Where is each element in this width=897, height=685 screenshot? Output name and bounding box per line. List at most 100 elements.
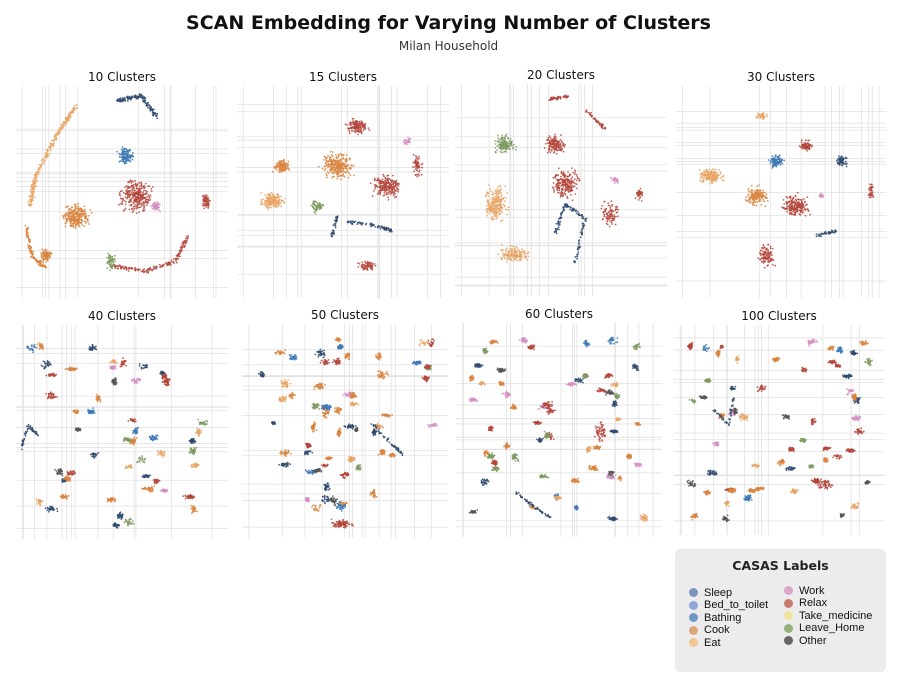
scatter-point [545, 142, 547, 145]
scatter-point [558, 147, 561, 150]
scatter-point [574, 193, 577, 195]
scatter-point [512, 260, 515, 262]
scatter-point [33, 184, 36, 186]
scatter-point [755, 189, 757, 192]
scatter-point [207, 205, 210, 208]
scatter-point [267, 203, 270, 205]
scatter-point [127, 98, 129, 101]
scatter-point [150, 205, 153, 207]
scatter-point [559, 213, 562, 216]
scatter-point [762, 191, 765, 194]
scatter-point [750, 191, 753, 194]
scatter-point [799, 199, 802, 201]
grid-lines [237, 86, 449, 298]
scatter-point [602, 211, 605, 213]
scatter-point [141, 94, 143, 97]
scatter-point [175, 261, 178, 264]
scatter-point [376, 186, 379, 188]
scatter-point [155, 266, 158, 269]
scatter-point [40, 163, 42, 166]
scatter-point [139, 268, 141, 271]
scatter-point [616, 179, 619, 182]
scatter-point [151, 269, 154, 272]
scatter-point [561, 189, 563, 191]
scatter-point [33, 185, 36, 188]
scatter-point [45, 156, 48, 159]
scatter-point [83, 205, 85, 208]
scatter-point [605, 207, 608, 210]
scatter-point [263, 200, 266, 202]
scatter-point [801, 212, 804, 214]
scatter-point [752, 203, 754, 206]
scatter-point [126, 197, 129, 200]
scatter-point [570, 181, 573, 184]
scatter-point [186, 238, 189, 240]
scatter-point [54, 136, 57, 139]
scatter-point [325, 176, 328, 179]
scatter-point [611, 219, 613, 222]
scatter-point [186, 236, 189, 239]
scatter-point [496, 134, 499, 136]
scatter-point [138, 206, 141, 209]
scatter-point [116, 265, 119, 267]
scatter-point [560, 184, 563, 187]
scatter-point [330, 235, 333, 238]
scatter-point [783, 203, 786, 205]
scatter-point [489, 190, 492, 192]
scatter-point [364, 260, 366, 263]
scatter-point [520, 251, 523, 254]
scatter-point [347, 221, 350, 224]
scatter-point [719, 177, 722, 179]
scatter-point [282, 160, 285, 163]
scatter-point [135, 212, 138, 215]
scatter-point [586, 111, 588, 113]
scatter-point [750, 194, 753, 197]
scatter-point [547, 137, 550, 139]
scatter-point [704, 169, 707, 172]
scatter-point [329, 169, 332, 172]
scatter-point [563, 209, 566, 211]
scatter-point [715, 176, 718, 179]
scatter-point [509, 245, 512, 247]
scatter-point [791, 206, 794, 208]
scatter-point [106, 256, 109, 259]
scatter-point [346, 167, 348, 170]
scatter-point [711, 182, 714, 184]
scatter-point [576, 247, 579, 250]
scatter-point [756, 201, 758, 203]
scatter-point [118, 156, 121, 158]
scatter-point [349, 157, 351, 160]
scatter-point [378, 186, 381, 188]
scatter-point [710, 170, 713, 172]
scatter-point [559, 145, 562, 148]
scatter-point [387, 189, 389, 192]
scatter-point [130, 204, 132, 207]
scatter-point [126, 151, 129, 153]
panel-title: 20 Clusters [527, 68, 595, 82]
scatter-point [572, 171, 574, 174]
scatter-point [501, 248, 503, 251]
scatter-point [758, 192, 761, 195]
scatter-point [66, 219, 69, 221]
scatter-point [506, 146, 509, 149]
scatter-point [368, 129, 371, 131]
scatter-point [33, 178, 36, 181]
scatter-point [385, 192, 388, 194]
scatter-point [126, 100, 129, 102]
scatter-point [286, 163, 289, 165]
scatter-point [783, 207, 786, 209]
scatter-point [389, 190, 392, 193]
scatter-point [556, 141, 559, 144]
scatter-point [278, 199, 280, 202]
scatter-point [64, 225, 67, 228]
scatter-point [84, 220, 86, 223]
scatter-point [47, 252, 49, 255]
scatter-point [46, 256, 48, 259]
scatter-point [134, 204, 136, 206]
scatter-point [371, 195, 374, 197]
scatter-point [785, 207, 788, 210]
scatter-point [75, 211, 77, 214]
scatter-point [72, 222, 75, 225]
scatter-point [124, 96, 126, 99]
scatter-point [146, 195, 149, 198]
